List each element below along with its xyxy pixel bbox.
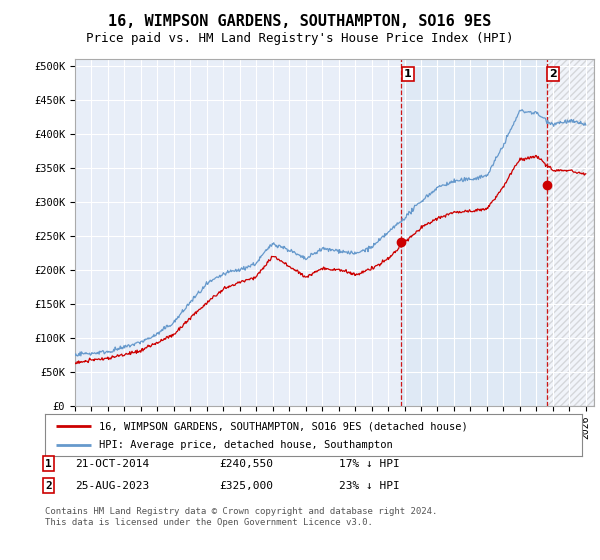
Text: 21-OCT-2014: 21-OCT-2014	[75, 459, 149, 469]
Text: 1: 1	[404, 69, 412, 79]
Text: 25-AUG-2023: 25-AUG-2023	[75, 480, 149, 491]
Text: £325,000: £325,000	[219, 480, 273, 491]
Bar	[547, 59, 594, 406]
Text: 17% ↓ HPI: 17% ↓ HPI	[339, 459, 400, 469]
Text: £240,550: £240,550	[219, 459, 273, 469]
Text: 16, WIMPSON GARDENS, SOUTHAMPTON, SO16 9ES: 16, WIMPSON GARDENS, SOUTHAMPTON, SO16 9…	[109, 14, 491, 29]
Text: HPI: Average price, detached house, Southampton: HPI: Average price, detached house, Sout…	[98, 440, 392, 450]
Text: 16, WIMPSON GARDENS, SOUTHAMPTON, SO16 9ES (detached house): 16, WIMPSON GARDENS, SOUTHAMPTON, SO16 9…	[98, 421, 467, 431]
Text: 2: 2	[45, 480, 52, 491]
Bar	[401, 59, 547, 406]
Text: 23% ↓ HPI: 23% ↓ HPI	[339, 480, 400, 491]
Text: 1: 1	[45, 459, 52, 469]
Text: Contains HM Land Registry data © Crown copyright and database right 2024.
This d: Contains HM Land Registry data © Crown c…	[45, 507, 437, 527]
Text: Price paid vs. HM Land Registry's House Price Index (HPI): Price paid vs. HM Land Registry's House …	[86, 32, 514, 45]
Text: 2: 2	[550, 69, 557, 79]
